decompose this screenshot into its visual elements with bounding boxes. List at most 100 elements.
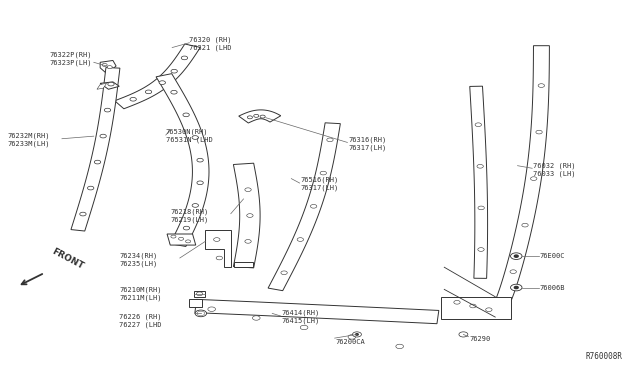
Circle shape xyxy=(511,284,522,291)
Polygon shape xyxy=(167,234,196,245)
Text: 76316(RH)
76317(LH): 76316(RH) 76317(LH) xyxy=(349,136,387,151)
Circle shape xyxy=(94,160,100,164)
Circle shape xyxy=(104,108,111,112)
Circle shape xyxy=(246,214,253,217)
Circle shape xyxy=(216,256,223,260)
Text: 76210M(RH)
76211M(LH): 76210M(RH) 76211M(LH) xyxy=(119,286,162,301)
Text: 76530N(RH)
76531N (LHD: 76530N(RH) 76531N (LHD xyxy=(166,129,212,143)
Circle shape xyxy=(199,312,203,314)
Circle shape xyxy=(522,223,528,227)
Circle shape xyxy=(245,240,252,243)
Circle shape xyxy=(197,311,205,315)
Text: FRONT: FRONT xyxy=(50,247,84,271)
Circle shape xyxy=(197,158,204,162)
Text: 76226 (RH)
76227 (LHD: 76226 (RH) 76227 (LHD xyxy=(119,314,162,328)
Polygon shape xyxy=(268,123,340,291)
Circle shape xyxy=(515,255,518,257)
Polygon shape xyxy=(488,46,549,311)
Circle shape xyxy=(186,240,191,243)
Circle shape xyxy=(196,292,203,296)
Circle shape xyxy=(353,332,362,337)
Circle shape xyxy=(252,316,260,320)
Text: 76232M(RH)
76233M(LH): 76232M(RH) 76233M(LH) xyxy=(8,132,51,147)
Circle shape xyxy=(130,97,136,101)
Circle shape xyxy=(478,206,484,210)
Polygon shape xyxy=(234,163,260,268)
Circle shape xyxy=(107,65,112,68)
Circle shape xyxy=(511,253,522,260)
Polygon shape xyxy=(194,291,205,297)
Circle shape xyxy=(297,238,303,241)
Text: 76322P(RH)
76323P(LH): 76322P(RH) 76323P(LH) xyxy=(49,51,92,66)
Circle shape xyxy=(300,325,308,330)
Circle shape xyxy=(320,171,326,175)
Circle shape xyxy=(195,310,207,317)
Circle shape xyxy=(538,84,545,87)
Circle shape xyxy=(102,63,107,66)
Text: 76218(RH)
76219(LH): 76218(RH) 76219(LH) xyxy=(170,208,209,223)
Circle shape xyxy=(245,188,252,192)
Text: 76032 (RH)
76033 (LH): 76032 (RH) 76033 (LH) xyxy=(534,162,576,177)
Circle shape xyxy=(454,301,460,304)
Text: 76006B: 76006B xyxy=(540,285,565,291)
Text: 76E00C: 76E00C xyxy=(540,253,565,259)
Text: 76290: 76290 xyxy=(470,336,491,342)
Circle shape xyxy=(356,334,358,335)
Circle shape xyxy=(348,335,356,339)
Circle shape xyxy=(108,82,114,86)
Circle shape xyxy=(510,270,516,273)
Circle shape xyxy=(247,116,252,119)
Circle shape xyxy=(197,181,204,185)
Polygon shape xyxy=(71,68,120,231)
Circle shape xyxy=(88,186,94,190)
Circle shape xyxy=(260,115,265,118)
Polygon shape xyxy=(115,44,200,109)
Circle shape xyxy=(192,203,198,207)
Polygon shape xyxy=(100,82,119,89)
Polygon shape xyxy=(195,299,439,324)
Circle shape xyxy=(477,164,483,168)
Circle shape xyxy=(327,138,333,142)
Text: 76320 (RH)
76321 (LHD: 76320 (RH) 76321 (LHD xyxy=(189,36,232,51)
Circle shape xyxy=(396,344,403,349)
Polygon shape xyxy=(234,262,253,267)
Polygon shape xyxy=(470,86,488,278)
Text: 76200CA: 76200CA xyxy=(336,339,365,345)
Circle shape xyxy=(536,130,542,134)
Polygon shape xyxy=(156,74,209,247)
Circle shape xyxy=(80,212,86,216)
Circle shape xyxy=(478,248,484,251)
Circle shape xyxy=(208,307,216,311)
Circle shape xyxy=(181,56,188,60)
Circle shape xyxy=(310,205,317,208)
Circle shape xyxy=(459,332,468,337)
Circle shape xyxy=(486,308,492,311)
Circle shape xyxy=(183,113,189,117)
Circle shape xyxy=(159,81,166,84)
Circle shape xyxy=(192,136,198,140)
Text: 76414(RH)
76415(LH): 76414(RH) 76415(LH) xyxy=(282,310,320,324)
Circle shape xyxy=(475,123,481,126)
Circle shape xyxy=(171,90,177,94)
Text: 76234(RH)
76235(LH): 76234(RH) 76235(LH) xyxy=(119,253,157,267)
Polygon shape xyxy=(189,299,202,307)
Circle shape xyxy=(183,226,189,230)
Circle shape xyxy=(281,271,287,275)
Polygon shape xyxy=(100,61,116,73)
Text: R760008R: R760008R xyxy=(586,352,623,361)
Circle shape xyxy=(171,69,177,73)
Circle shape xyxy=(171,235,176,238)
Circle shape xyxy=(179,237,184,240)
Circle shape xyxy=(515,286,518,289)
Circle shape xyxy=(531,177,537,180)
Text: 76516(RH)
76317(LH): 76516(RH) 76317(LH) xyxy=(301,177,339,192)
Polygon shape xyxy=(205,230,231,267)
Circle shape xyxy=(470,304,476,308)
Polygon shape xyxy=(97,83,106,89)
Circle shape xyxy=(253,114,259,117)
Polygon shape xyxy=(239,110,281,123)
Circle shape xyxy=(214,238,220,241)
Circle shape xyxy=(145,90,152,94)
Circle shape xyxy=(100,134,106,138)
Polygon shape xyxy=(441,297,511,319)
